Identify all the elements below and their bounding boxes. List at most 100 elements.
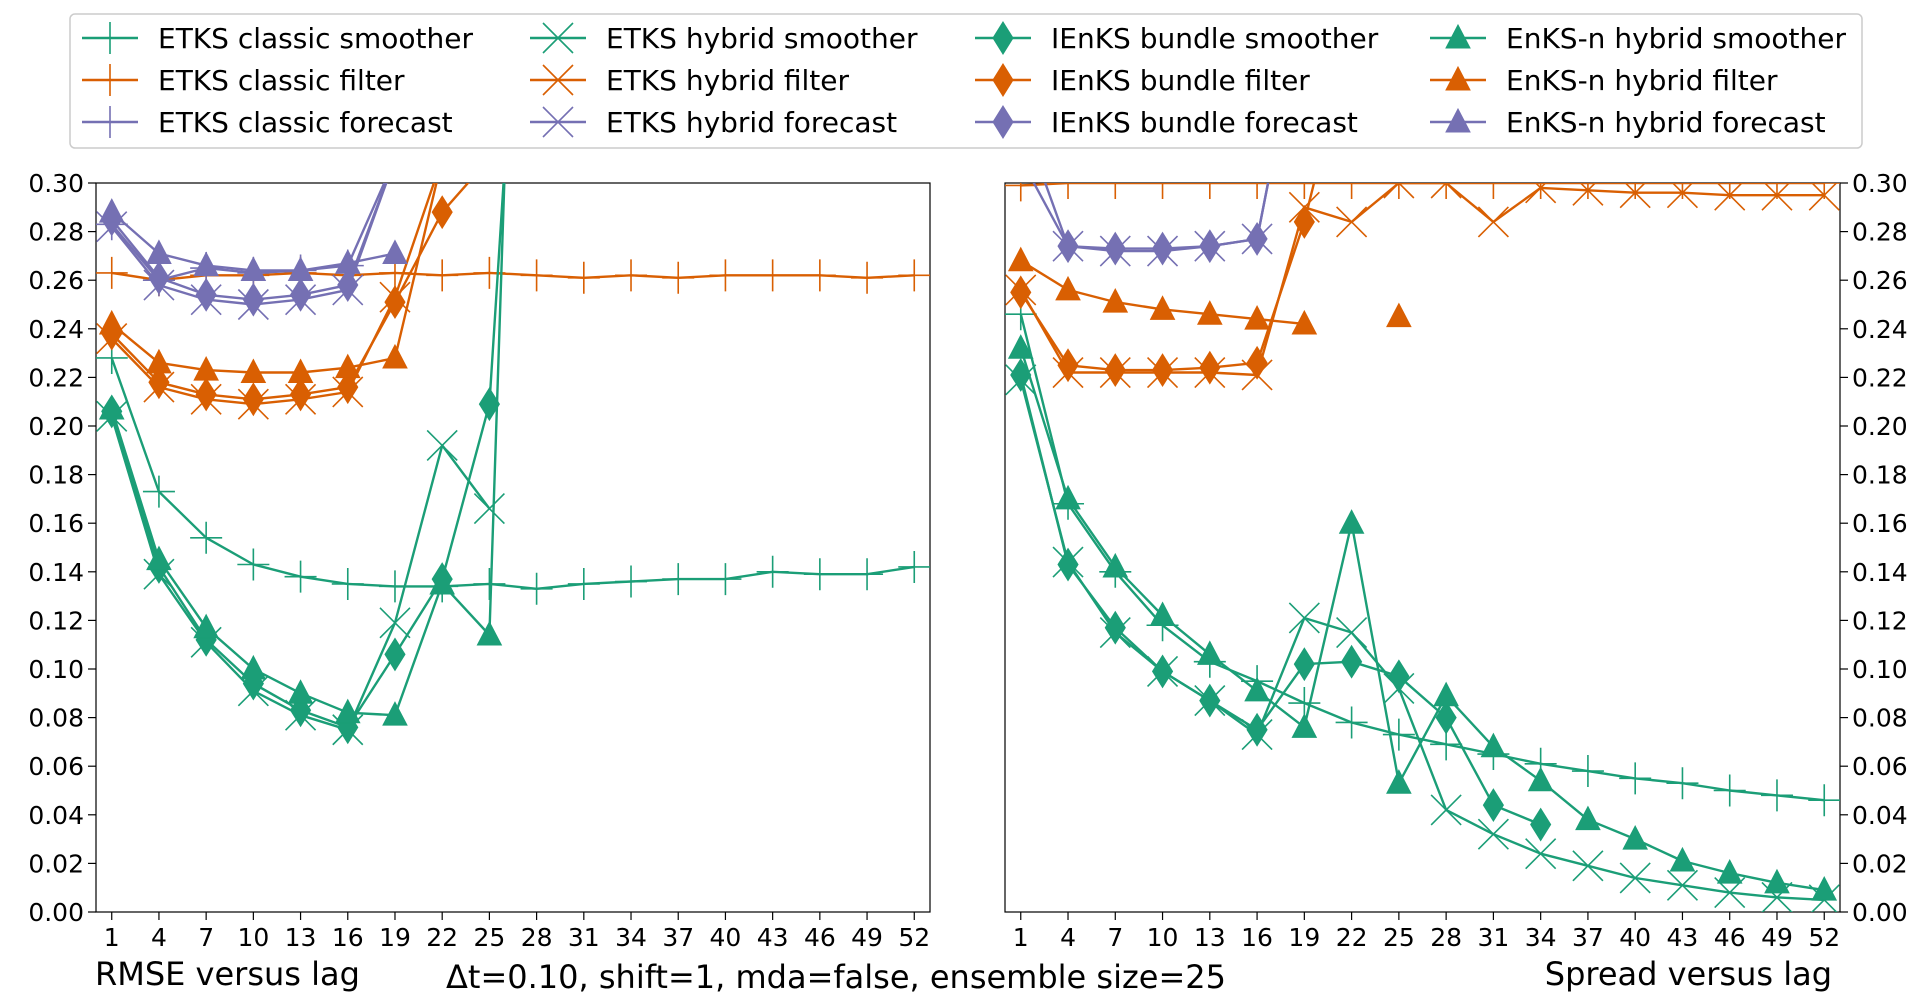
legend-frame [69, 13, 1863, 149]
data-point [1104, 353, 1126, 388]
data-point [1293, 647, 1315, 682]
y-tick-label: 0.24 [28, 315, 84, 344]
data-point [334, 698, 361, 724]
legend-marker [1445, 23, 1471, 49]
data-point [190, 521, 223, 554]
data-point [382, 701, 408, 726]
spread-panel: 1 4 7 10 13 16 19 22 25 28 31 34 37 40 43 46 49 52 0.00 0.0… [1004, 169, 1908, 952]
y-tick-label: 0.00 [28, 898, 84, 927]
legend-item-etks-classic-filter: ETKS classic filter [82, 64, 405, 97]
x-tick-label: 16 [1241, 923, 1273, 952]
data-point [567, 261, 600, 294]
data-point [473, 493, 505, 525]
legend-item-ienks-bundle-forecast: IEnKS bundle forecast [975, 105, 1358, 139]
plot-frame [95, 182, 931, 913]
y-tick-label: 0.18 [1852, 461, 1908, 490]
data-point [1196, 300, 1223, 325]
data-point [331, 567, 364, 600]
series-etks-classic-filter [1005, 183, 1840, 202]
data-point [1808, 183, 1840, 199]
data-point [146, 348, 172, 374]
data-point [520, 259, 553, 292]
data-point [1430, 794, 1462, 826]
data-point [1246, 345, 1268, 380]
legend-item-etks-classic-smoother: ETKS classic smoother [82, 22, 473, 55]
y-tick-label: 0.06 [28, 752, 84, 781]
legend-marker [542, 106, 574, 138]
data-point [1482, 788, 1504, 823]
data-point [898, 259, 930, 292]
data-point [1761, 183, 1793, 211]
y-tick-label: 0.04 [28, 801, 84, 830]
legend-label: EnKS-n hybrid forecast [1506, 106, 1826, 139]
data-point [237, 548, 270, 581]
y-tick-label: 0.04 [1852, 801, 1908, 830]
data-point [1149, 295, 1176, 320]
data-point [1764, 868, 1790, 894]
y-tick-label: 0.02 [1852, 849, 1908, 878]
legend-marker [94, 22, 126, 54]
legend-item-ienks-bundle-smoother: IEnKS bundle smoother [975, 21, 1379, 55]
data-point [756, 259, 789, 292]
legend-label: IEnKS bundle filter [1051, 64, 1310, 97]
data-point [1335, 706, 1368, 739]
y-tick-label: 0.18 [28, 461, 84, 490]
data-point [1193, 183, 1226, 199]
x-tick-label: 34 [615, 923, 647, 952]
data-point [1196, 640, 1223, 665]
series-enks-n-hybrid-forecast [98, 198, 408, 281]
data-point [284, 560, 317, 593]
data-point [1244, 676, 1270, 702]
y-tick-label: 0.22 [1852, 363, 1908, 392]
data-point [1341, 644, 1363, 679]
x-tick-label: 46 [804, 923, 836, 952]
data-point [240, 256, 267, 281]
legend-marker [992, 63, 1014, 97]
y-tick-label: 0.12 [28, 606, 84, 635]
y-tick-label: 0.26 [28, 266, 84, 295]
data-point [287, 679, 314, 704]
x-tick-label: 31 [1477, 923, 1509, 952]
data-point [662, 563, 695, 596]
x-tick-label: 40 [710, 923, 742, 952]
data-point [1288, 602, 1320, 634]
data-point [1104, 610, 1126, 645]
data-point [287, 256, 314, 281]
x-tick-label: 4 [1060, 923, 1076, 952]
data-point [240, 358, 267, 384]
legend-label: ETKS classic forecast [158, 106, 453, 139]
x-tick-label: 10 [237, 923, 269, 952]
data-point [1005, 183, 1037, 202]
data-point [473, 567, 506, 600]
data-point [337, 268, 359, 303]
legend-marker [94, 106, 126, 138]
y-tick-label: 0.08 [28, 704, 84, 733]
data-point [476, 620, 503, 646]
y-tick-label: 0.14 [28, 558, 84, 587]
y-tick-label: 0.00 [1852, 898, 1908, 927]
data-point [803, 558, 836, 591]
data-point [426, 429, 458, 462]
x-tick-label: 22 [426, 923, 458, 952]
x-tick-label: 10 [1147, 923, 1179, 952]
data-point [334, 249, 361, 274]
legend-label: IEnKS bundle forecast [1051, 106, 1358, 139]
data-point [898, 550, 930, 583]
data-point [851, 558, 884, 591]
data-point [1052, 183, 1085, 199]
data-point [615, 565, 648, 598]
data-point [1619, 762, 1652, 795]
data-point [1808, 784, 1840, 817]
x-tick-label: 34 [1525, 923, 1557, 952]
data-point [1480, 732, 1507, 758]
data-point [384, 637, 406, 672]
data-point [148, 365, 170, 400]
data-point [1291, 309, 1318, 335]
data-point [1382, 183, 1415, 199]
data-point [382, 343, 408, 369]
caption-center: Δt=0.10, shift=1, mda=false, ensemble si… [446, 958, 1226, 996]
data-point [1525, 183, 1557, 204]
data-point [1761, 881, 1793, 912]
legend-label: ETKS classic filter [158, 64, 405, 97]
